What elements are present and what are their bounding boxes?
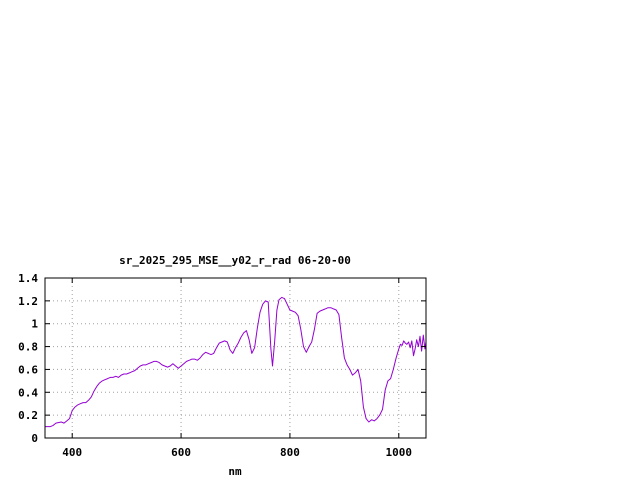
plot-frame bbox=[44, 277, 427, 439]
y-tick-label: 1.4 bbox=[18, 272, 38, 285]
series-layer bbox=[45, 296, 427, 428]
series-line bbox=[45, 296, 427, 428]
x-tick-label: 1000 bbox=[386, 446, 413, 459]
y-tick-label: 0.8 bbox=[18, 341, 38, 354]
x-axis-label: nm bbox=[228, 465, 242, 478]
chart-title: sr_2025_295_MSE__y02_r_rad 06-20-00 bbox=[119, 254, 351, 267]
x-tick-label: 600 bbox=[171, 446, 191, 459]
y-tick-label: 1.2 bbox=[18, 295, 38, 308]
grid-layer bbox=[45, 278, 426, 438]
tick-layer: 0 0.2 0.4 0.6 0.8 1 1.2 1.4 400 600 800 1000 bbox=[18, 272, 426, 459]
y-tick-label: 0 bbox=[31, 432, 38, 445]
y-tick-label: 0.6 bbox=[18, 363, 38, 376]
x-tick-label: 400 bbox=[62, 446, 82, 459]
y-tick-label: 1 bbox=[31, 318, 38, 331]
x-tick-label: 800 bbox=[280, 446, 300, 459]
y-tick-label: 0.2 bbox=[18, 409, 38, 422]
y-tick-label: 0.4 bbox=[18, 386, 38, 399]
